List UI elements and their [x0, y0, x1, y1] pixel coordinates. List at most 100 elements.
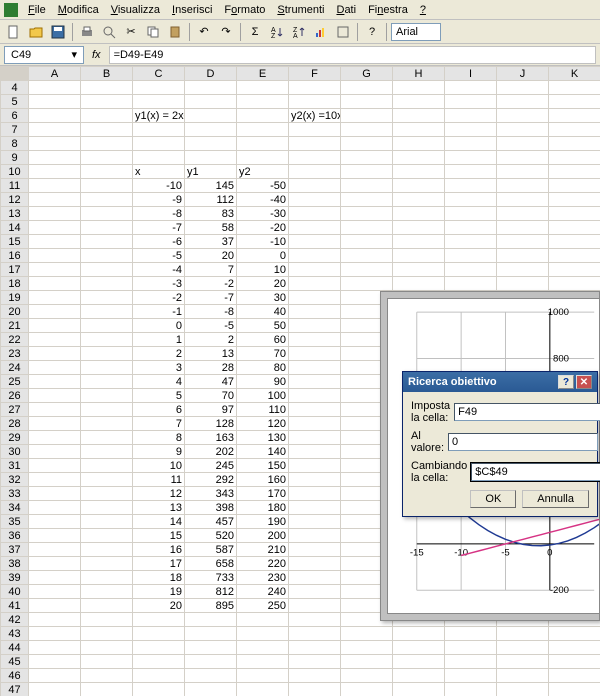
- col-header-D[interactable]: D: [185, 67, 237, 81]
- cell-G43[interactable]: [341, 627, 393, 641]
- cell-F33[interactable]: [289, 487, 341, 501]
- cell-J9[interactable]: [497, 151, 549, 165]
- cell-E31[interactable]: 150: [237, 459, 289, 473]
- cell-D34[interactable]: 398: [185, 501, 237, 515]
- cell-C46[interactable]: [133, 669, 185, 683]
- cell-E28[interactable]: 120: [237, 417, 289, 431]
- cell-E36[interactable]: 200: [237, 529, 289, 543]
- cell-E38[interactable]: 220: [237, 557, 289, 571]
- cell-K47[interactable]: [549, 683, 600, 696]
- cell-J14[interactable]: [497, 221, 549, 235]
- col-header-H[interactable]: H: [393, 67, 445, 81]
- cell-G45[interactable]: [341, 655, 393, 669]
- cell-F8[interactable]: [289, 137, 341, 151]
- cell-B15[interactable]: [81, 235, 133, 249]
- row-header-32[interactable]: 32: [1, 473, 29, 487]
- cell-D23[interactable]: 13: [185, 347, 237, 361]
- row-header-12[interactable]: 12: [1, 193, 29, 207]
- select-all-corner[interactable]: [1, 67, 29, 81]
- paste-button[interactable]: [165, 22, 185, 42]
- cell-E5[interactable]: [237, 95, 289, 109]
- cell-H47[interactable]: [393, 683, 445, 696]
- cell-E45[interactable]: [237, 655, 289, 669]
- cell-J6[interactable]: [497, 109, 549, 123]
- cell-A14[interactable]: [29, 221, 81, 235]
- cell-A19[interactable]: [29, 291, 81, 305]
- cell-C8[interactable]: [133, 137, 185, 151]
- cell-C23[interactable]: 2: [133, 347, 185, 361]
- cancel-button[interactable]: Annulla: [522, 490, 589, 508]
- cell-E22[interactable]: 60: [237, 333, 289, 347]
- cell-G47[interactable]: [341, 683, 393, 696]
- cell-F13[interactable]: [289, 207, 341, 221]
- chart-button[interactable]: [311, 22, 331, 42]
- cell-F37[interactable]: [289, 543, 341, 557]
- cell-K12[interactable]: [549, 193, 600, 207]
- cell-F11[interactable]: [289, 179, 341, 193]
- cell-G12[interactable]: [341, 193, 393, 207]
- cell-E4[interactable]: [237, 81, 289, 95]
- cell-E39[interactable]: 230: [237, 571, 289, 585]
- cell-J13[interactable]: [497, 207, 549, 221]
- cell-G44[interactable]: [341, 641, 393, 655]
- cell-K10[interactable]: [549, 165, 600, 179]
- cell-A13[interactable]: [29, 207, 81, 221]
- cell-A33[interactable]: [29, 487, 81, 501]
- cell-D7[interactable]: [185, 123, 237, 137]
- cell-C41[interactable]: 20: [133, 599, 185, 613]
- row-header-35[interactable]: 35: [1, 515, 29, 529]
- cell-B4[interactable]: [81, 81, 133, 95]
- col-header-F[interactable]: F: [289, 67, 341, 81]
- cell-B40[interactable]: [81, 585, 133, 599]
- cell-E17[interactable]: 10: [237, 263, 289, 277]
- cell-D4[interactable]: [185, 81, 237, 95]
- cell-H15[interactable]: [393, 235, 445, 249]
- cell-C37[interactable]: 16: [133, 543, 185, 557]
- cell-B32[interactable]: [81, 473, 133, 487]
- cell-C27[interactable]: 6: [133, 403, 185, 417]
- cell-H16[interactable]: [393, 249, 445, 263]
- cell-A18[interactable]: [29, 277, 81, 291]
- font-name-box[interactable]: Arial: [391, 23, 441, 41]
- cell-D47[interactable]: [185, 683, 237, 696]
- formula-input[interactable]: =D49-E49: [109, 46, 596, 64]
- cell-I8[interactable]: [445, 137, 497, 151]
- cell-G46[interactable]: [341, 669, 393, 683]
- cell-F28[interactable]: [289, 417, 341, 431]
- cell-G4[interactable]: [341, 81, 393, 95]
- cell-E24[interactable]: 80: [237, 361, 289, 375]
- cell-H45[interactable]: [393, 655, 445, 669]
- cell-K13[interactable]: [549, 207, 600, 221]
- cell-J5[interactable]: [497, 95, 549, 109]
- row-header-28[interactable]: 28: [1, 417, 29, 431]
- cell-A24[interactable]: [29, 361, 81, 375]
- cell-E29[interactable]: 130: [237, 431, 289, 445]
- menu-visualizza[interactable]: Visualizza: [105, 2, 166, 18]
- cell-K4[interactable]: [549, 81, 600, 95]
- cell-A31[interactable]: [29, 459, 81, 473]
- sort-desc-button[interactable]: ZA: [289, 22, 309, 42]
- cell-F12[interactable]: [289, 193, 341, 207]
- cell-B11[interactable]: [81, 179, 133, 193]
- row-header-6[interactable]: 6: [1, 109, 29, 123]
- menu-inserisci[interactable]: Inserisci: [166, 2, 218, 18]
- cell-F36[interactable]: [289, 529, 341, 543]
- row-header-14[interactable]: 14: [1, 221, 29, 235]
- cell-D33[interactable]: 343: [185, 487, 237, 501]
- row-header-26[interactable]: 26: [1, 389, 29, 403]
- cell-G7[interactable]: [341, 123, 393, 137]
- cell-A25[interactable]: [29, 375, 81, 389]
- row-header-45[interactable]: 45: [1, 655, 29, 669]
- row-header-5[interactable]: 5: [1, 95, 29, 109]
- cell-G14[interactable]: [341, 221, 393, 235]
- cell-B28[interactable]: [81, 417, 133, 431]
- cell-I12[interactable]: [445, 193, 497, 207]
- cell-F39[interactable]: [289, 571, 341, 585]
- cell-C45[interactable]: [133, 655, 185, 669]
- cell-J43[interactable]: [497, 627, 549, 641]
- cell-I18[interactable]: [445, 277, 497, 291]
- cell-B22[interactable]: [81, 333, 133, 347]
- cell-G13[interactable]: [341, 207, 393, 221]
- cell-D28[interactable]: 128: [185, 417, 237, 431]
- cell-C10[interactable]: x: [133, 165, 185, 179]
